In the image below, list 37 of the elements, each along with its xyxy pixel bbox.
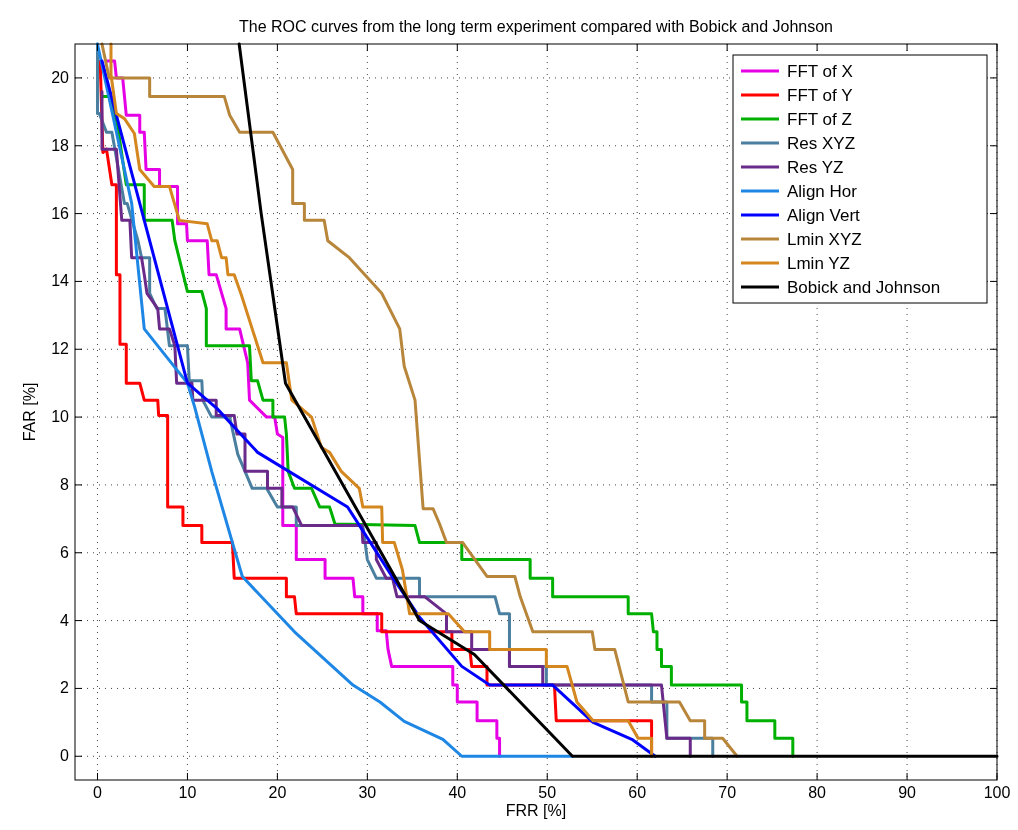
x-tick-label: 20 (268, 784, 287, 801)
y-tick-label: 14 (51, 272, 70, 290)
legend-label: Lmin XYZ (787, 230, 862, 249)
legend-label: Lmin YZ (787, 254, 850, 273)
y-tick-label: 20 (51, 68, 70, 86)
legend-label: FFT of Z (787, 110, 852, 129)
y-tick-label: 0 (60, 747, 70, 765)
x-tick-label: 30 (358, 784, 377, 801)
y-tick-label: 10 (51, 408, 70, 426)
x-tick-label: 80 (808, 784, 827, 801)
x-tick-label: 60 (628, 784, 647, 801)
x-tick-label: 100 (983, 784, 1011, 801)
line-series (95, 42, 574, 758)
y-axis-title: FAR [%] (21, 382, 38, 442)
y-tick-label: 16 (51, 204, 70, 222)
x-axis-title: FRR [%] (505, 802, 567, 819)
chart-title: The ROC curves from the long term experiment compared with Bobick and Johnson (238, 18, 834, 35)
y-tick-label: 6 (60, 543, 70, 561)
x-tick-label: 90 (898, 784, 917, 801)
x-tick-label: 10 (178, 784, 197, 801)
y-tick-label: 4 (60, 611, 70, 629)
legend-label: Align Hor (787, 182, 858, 201)
x-tick-label: 50 (538, 784, 557, 801)
y-tick-label: 12 (51, 340, 70, 358)
legend-label: Res XYZ (787, 134, 856, 153)
legend-label: Res YZ (787, 158, 844, 177)
x-tick-label: 40 (448, 784, 467, 801)
line-series (104, 59, 502, 758)
x-tick-label: 0 (93, 784, 103, 801)
legend-label: FFT of X (787, 62, 853, 81)
legend-label: Bobick and Johnson (787, 278, 941, 297)
legend-label: FFT of Y (787, 86, 853, 105)
x-tick-label: 70 (718, 784, 737, 801)
y-tick-label: 8 (60, 475, 70, 493)
y-tick-label: 18 (51, 136, 70, 154)
y-tick-label: 2 (60, 679, 70, 697)
legend-label: Align Vert (787, 206, 861, 225)
